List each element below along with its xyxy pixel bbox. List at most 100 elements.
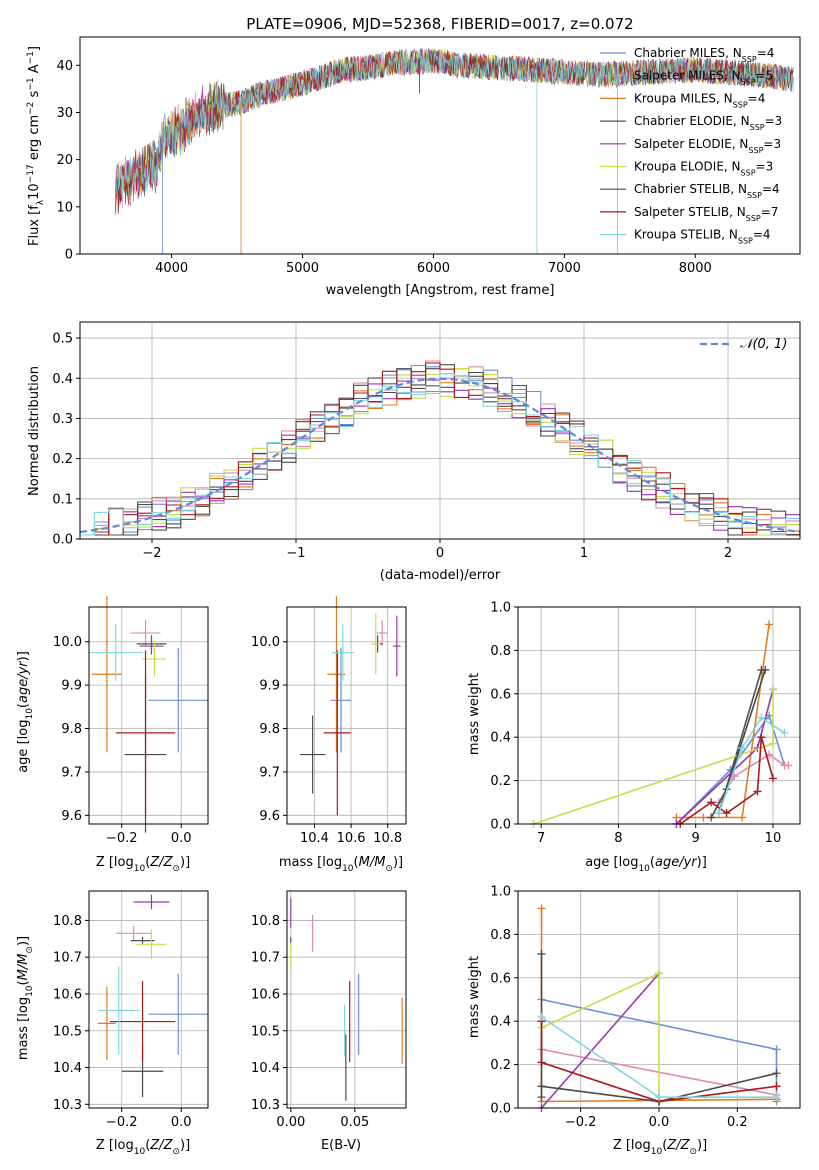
y-tick-label: 1.0 (490, 601, 511, 616)
age-weight-x-label: age [log10(age/yr)] (585, 855, 707, 874)
z-age-x-label: Z [log10(Z/Z⊙)] (96, 855, 190, 874)
y-tick-label: 10.6 (53, 987, 82, 1002)
y-tick-label: 10.5 (53, 1024, 82, 1039)
weight-marker-salpeter-stelib (757, 733, 766, 742)
weight-marker-kroupa-miles (537, 904, 546, 913)
weight-marker-kroupa-elodie (655, 969, 663, 978)
normal-legend-label: 𝒩(0, 1) (740, 337, 787, 352)
weight-line-kroupa-miles (676, 624, 770, 819)
panel-age-weight: 7 8 9 10 0.0 0.2 0.4 0.6 0.8 1.0 (490, 601, 801, 846)
panel-frame (517, 606, 801, 825)
x-tick-label: 8 (614, 831, 622, 846)
panel-z-age: −0.2 0.0 9.6 9.7 9.8 9.9 10.0 (53, 596, 209, 846)
spectrum-x-label: wavelength [Angstrom, rest frame] (326, 283, 555, 298)
weight-marker-kroupa-stelib (714, 809, 723, 818)
y-tick-label: 10.8 (53, 914, 82, 929)
weight-marker-kroupa-stelib (780, 728, 789, 737)
weight-marker-salpeter-stelib (722, 809, 731, 818)
y-tick-label: 0.0 (52, 533, 73, 548)
spectrum-line-kroupa-stelib (114, 49, 794, 200)
y-tick-label: 0.0 (490, 818, 511, 833)
weight-line-salpeter-stelib (540, 1021, 777, 1103)
y-tick-label: 10.7 (53, 951, 82, 966)
y-tick-label: 9.7 (259, 765, 280, 780)
panel-frame (88, 606, 209, 825)
x-tick-label: 0.0 (171, 831, 192, 846)
spectrum-axes: 4000 5000 6000 7000 8000 0 10 20 30 40 (56, 59, 711, 276)
legend-label-salpeter-elodie: Salpeter ELODIE, NSSP=3 (634, 137, 781, 155)
x-tick-label: 1 (580, 546, 588, 561)
y-tick-label: 10 (56, 200, 73, 215)
x-tick-label: 0.2 (727, 1115, 748, 1130)
y-tick-label: 10.5 (251, 1024, 280, 1039)
x-tick-label: 0.0 (171, 1115, 192, 1130)
spectrum-frame (79, 36, 801, 255)
x-tick-label: 4000 (155, 261, 188, 276)
y-tick-label: 9.9 (61, 679, 82, 694)
x-tick-label: 9 (692, 831, 700, 846)
y-tick-label: 30 (56, 106, 73, 121)
weight-marker-chabrier-stelib (707, 813, 716, 822)
y-tick-label: 10.3 (251, 1098, 280, 1113)
panel-ebv-mass: 0.00 0.05 10.3 10.4 10.5 10.6 10.7 10.8 (251, 890, 407, 1130)
legend-label-salpeter-stelib: Salpeter STELIB, NSSP=7 (634, 205, 778, 223)
y-tick-label: 10.4 (251, 1061, 280, 1076)
x-tick-label: 10.4 (300, 831, 329, 846)
y-tick-label: 0.2 (52, 452, 73, 467)
panel-mass-age: 10.4 10.6 10.8 9.6 9.7 9.8 9.9 10.0 (251, 596, 407, 846)
y-tick-label: 9.7 (61, 765, 82, 780)
weight-marker-kroupa-miles (699, 813, 708, 822)
y-tick-label: 0.0 (490, 1102, 511, 1117)
x-tick-label: 10.8 (373, 831, 402, 846)
y-tick-label: 9.9 (259, 679, 280, 694)
panel-z-weight: −0.2 0.0 0.2 0.0 0.2 0.4 0.6 0.8 1.0 (490, 885, 801, 1130)
panel-frame (88, 890, 209, 1109)
x-tick-label: −0.2 (106, 1115, 138, 1130)
histogram-y-label: Normed distribution (27, 366, 42, 496)
y-tick-label: 9.8 (61, 722, 82, 737)
x-tick-label: 7 (537, 831, 545, 846)
weight-marker-kroupa-stelib (655, 1093, 663, 1102)
weight-line-chabrier-miles (675, 713, 786, 825)
x-tick-label: 0.05 (340, 1115, 369, 1130)
y-tick-label: 0.5 (52, 332, 73, 347)
weight-marker-chabrier-stelib (537, 1082, 546, 1091)
spectrum-lines (114, 47, 794, 254)
y-tick-label: 9.6 (259, 809, 280, 824)
y-tick-label: 10.8 (251, 914, 280, 929)
x-tick-label: 10 (765, 831, 782, 846)
y-tick-label: 20 (56, 153, 73, 168)
z-weight-x-label: Z [log10(Z/Z⊙)] (613, 1138, 707, 1157)
weight-line-salpeter-elodie (540, 972, 660, 1109)
histogram-legend: 𝒩(0, 1) (700, 337, 787, 352)
legend-label-chabrier-stelib: Chabrier STELIB, NSSP=4 (634, 182, 780, 200)
x-tick-label: 0.00 (276, 1115, 305, 1130)
panel-frame (286, 606, 407, 825)
y-tick-label: 10.0 (53, 635, 82, 650)
weight-marker-kroupa-stelib (738, 744, 747, 753)
y-tick-label: 10.3 (53, 1098, 82, 1113)
y-tick-label: 10.7 (251, 951, 280, 966)
weight-marker-chabrier-miles (772, 1045, 781, 1054)
panel-frame (286, 890, 407, 1109)
histogram-panel: −2 −1 0 1 2 0.0 0.1 0.2 0.3 0.4 0.5 (data-model)/e… (27, 321, 801, 583)
y-tick-label: 0.4 (52, 372, 73, 387)
panel-frame (517, 890, 801, 1109)
weight-marker-salpeter-stelib (707, 798, 716, 807)
weight-marker-kroupa-elodie (768, 739, 777, 748)
y-tick-label: 0.6 (490, 687, 511, 702)
legend-label-salpeter-miles: Salpeter MILES, NSSP=5 (634, 69, 773, 87)
weight-marker-salpeter-stelib (772, 1082, 781, 1091)
spectrum-y-label: Flux [fλ10−17 erg cm−2 s−1 A−1] (26, 46, 46, 246)
weight-marker-kroupa-miles (765, 620, 774, 629)
y-tick-label: 40 (56, 59, 73, 74)
weight-marker-salpeter-stelib (753, 787, 762, 796)
z-mass-y-label: mass [log10(M/M⊙)] (16, 936, 35, 1060)
weight-line-salpeter-stelib (679, 736, 774, 825)
weight-marker-chabrier-elodie (537, 949, 546, 958)
figure-title: PLATE=0906, MJD=52368, FIBERID=0017, z=0… (246, 15, 633, 33)
weight-marker-kroupa-stelib (772, 1093, 781, 1102)
age-weight-y-label: mass weight (467, 673, 482, 755)
y-tick-label: 0.4 (490, 1015, 511, 1030)
